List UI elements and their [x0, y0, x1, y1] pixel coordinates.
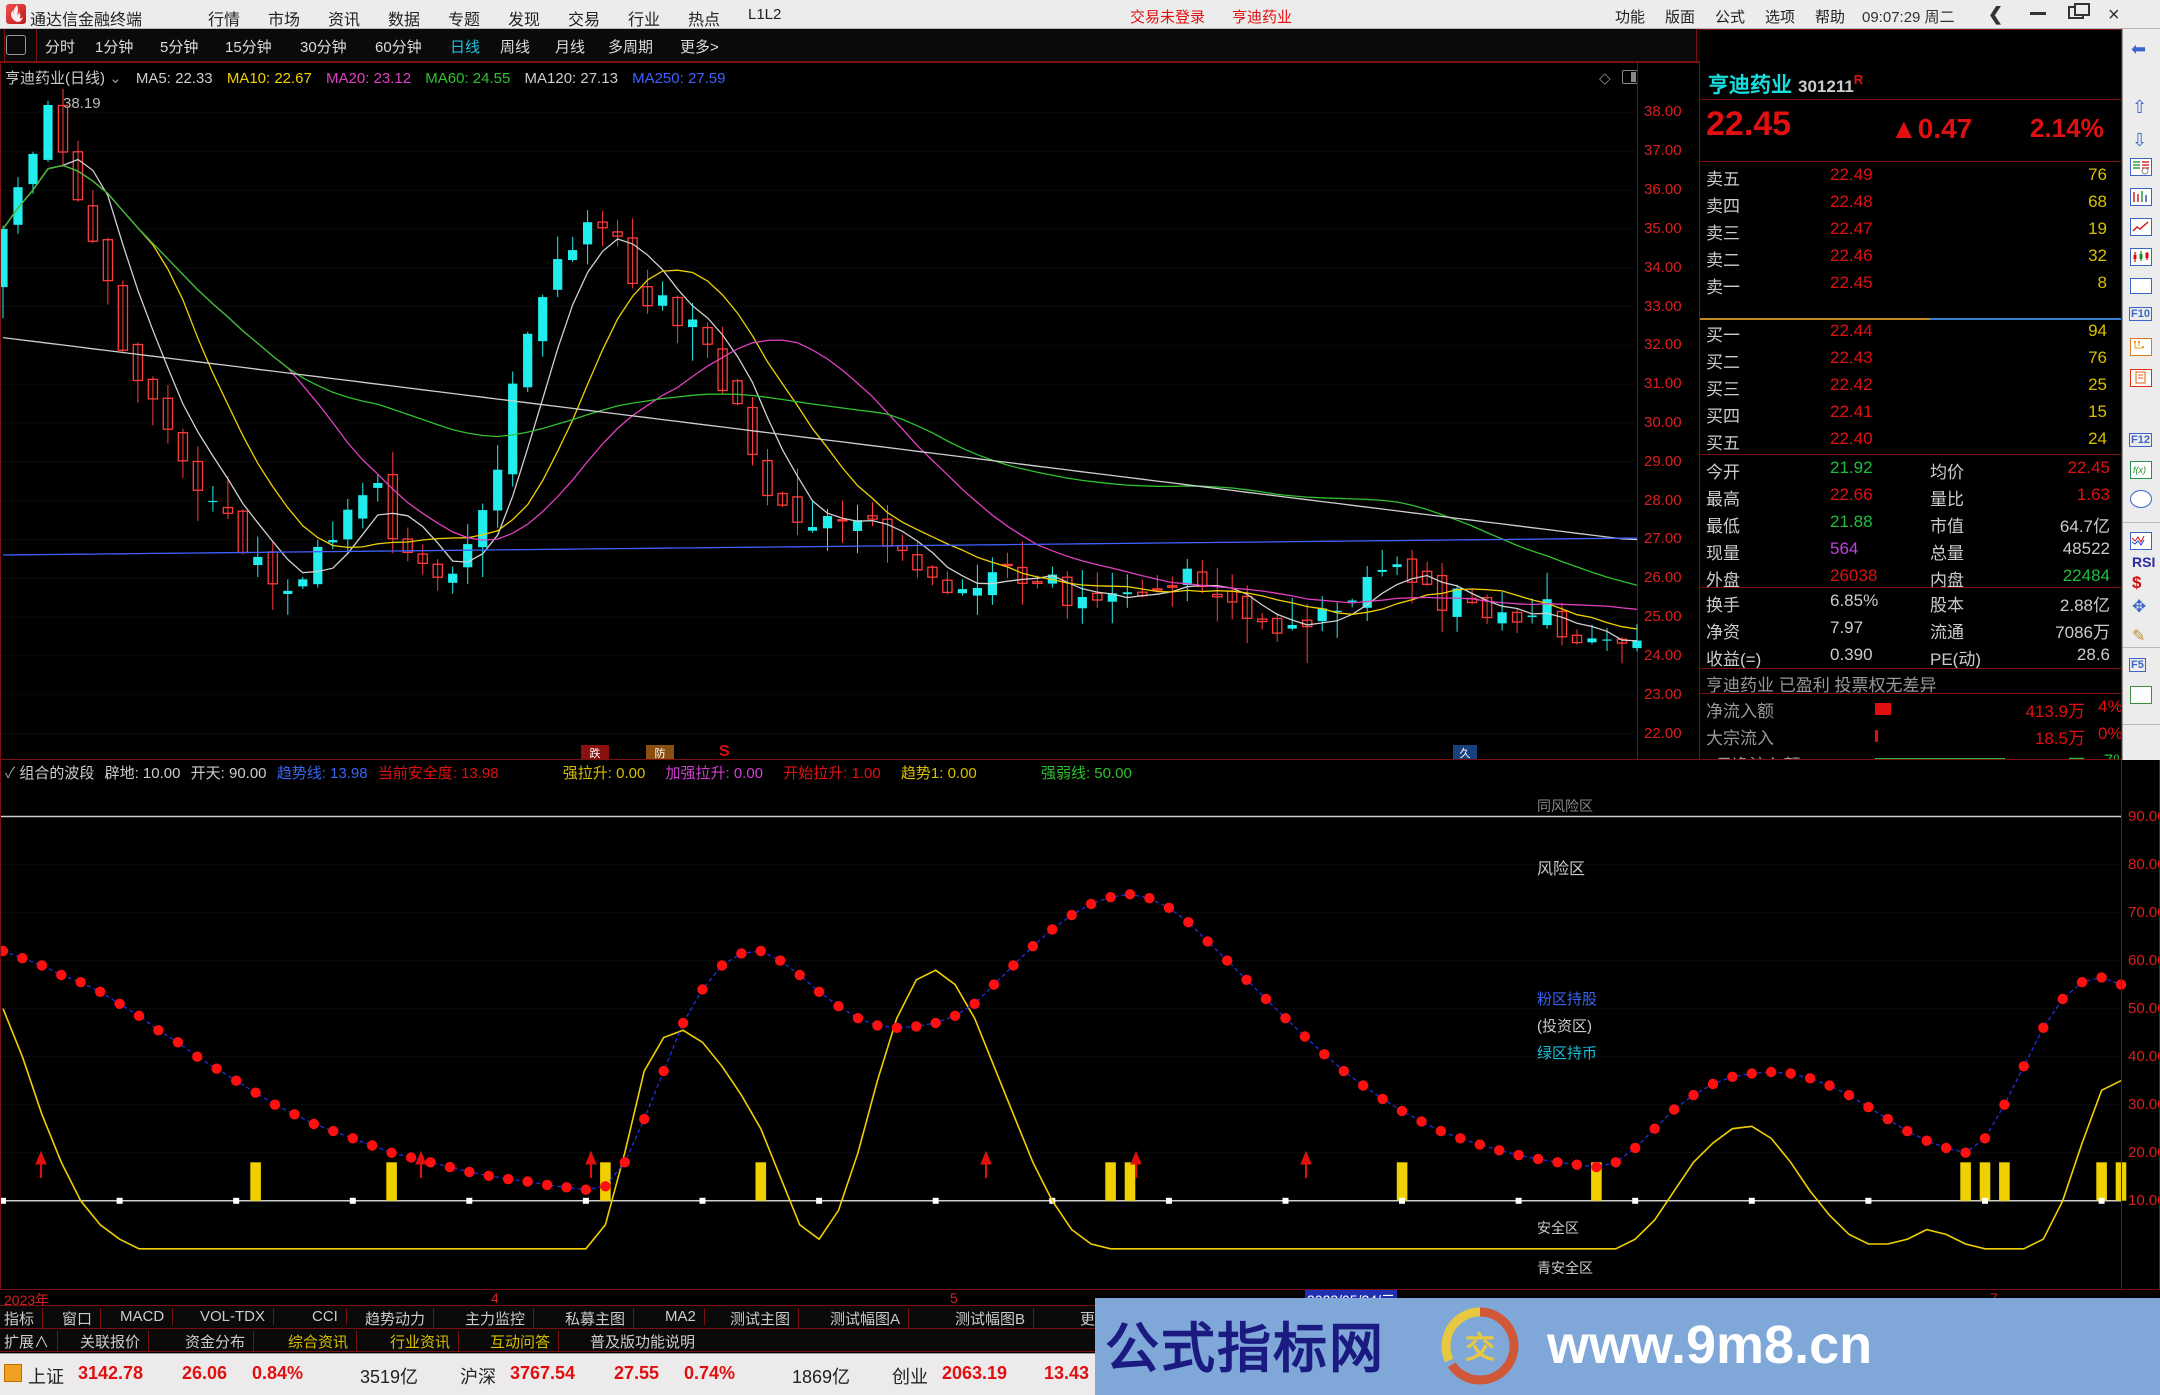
svg-text:f(x): f(x)	[2133, 465, 2146, 475]
svg-text:交: 交	[1465, 1331, 1495, 1365]
